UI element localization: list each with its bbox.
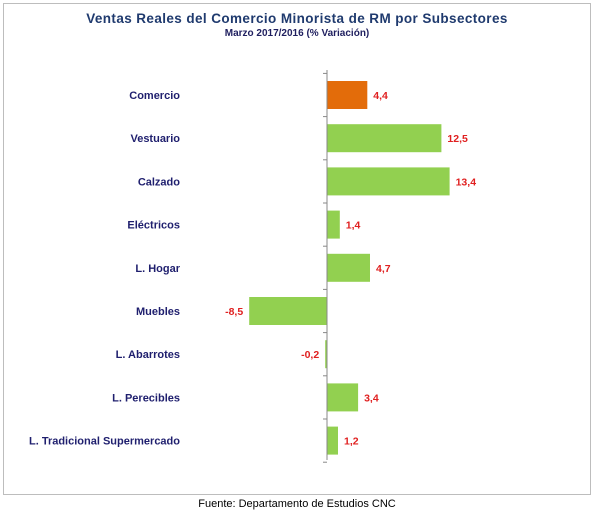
value-label-l-perecibles: 3,4 [364,392,379,404]
bar-l-perecibles [327,383,359,412]
value-labels-group: 4,4 12,5 13,4 1,4 4,7 -8,5 -0,2 3,4 1,2 [225,90,476,448]
bar-electricos [327,210,340,239]
category-label-l-perecibles: L. Perecibles [112,392,180,404]
category-label-comercio: Comercio [129,90,180,102]
axis-group [323,70,328,463]
bar-calzado [327,167,450,196]
category-label-muebles: Muebles [136,306,180,318]
value-label-electricos: 1,4 [346,220,361,232]
bars-group [249,81,450,455]
chart-subtitle: Marzo 2017/2016 (% Variación) [224,28,370,39]
category-label-calzado: Calzado [138,176,180,188]
category-label-l-tradicional-supermercado: L. Tradicional Supermercado [29,436,180,448]
value-label-muebles: -8,5 [225,306,243,318]
value-label-l-tradicional-supermercado: 1,2 [344,436,359,448]
category-label-vestuario: Vestuario [130,133,180,145]
bar-vestuario [327,124,442,153]
source-note: Fuente: Departamento de Estudios CNC [198,498,396,510]
chart-frame [3,3,591,495]
category-label-l-hogar: L. Hogar [135,263,180,275]
category-labels-group: Comercio Vestuario Calzado Eléctricos L. Hog… [29,90,181,448]
bar-l-tradicional-supermercado [327,426,338,455]
value-label-calzado: 13,4 [456,176,477,188]
bar-muebles [249,297,327,325]
bar-l-abarrotes [325,340,327,369]
value-label-l-hogar: 4,7 [376,263,391,275]
category-label-l-abarrotes: L. Abarrotes [116,349,180,361]
chart-title: Ventas Reales del Comercio Minorista de … [86,11,508,26]
category-label-electricos: Eléctricos [127,220,180,232]
value-label-l-abarrotes: -0,2 [301,349,319,361]
value-label-vestuario: 12,5 [447,133,468,145]
bar-l-hogar [327,253,370,282]
bar-comercio [327,81,368,109]
value-label-comercio: 4,4 [373,90,388,102]
